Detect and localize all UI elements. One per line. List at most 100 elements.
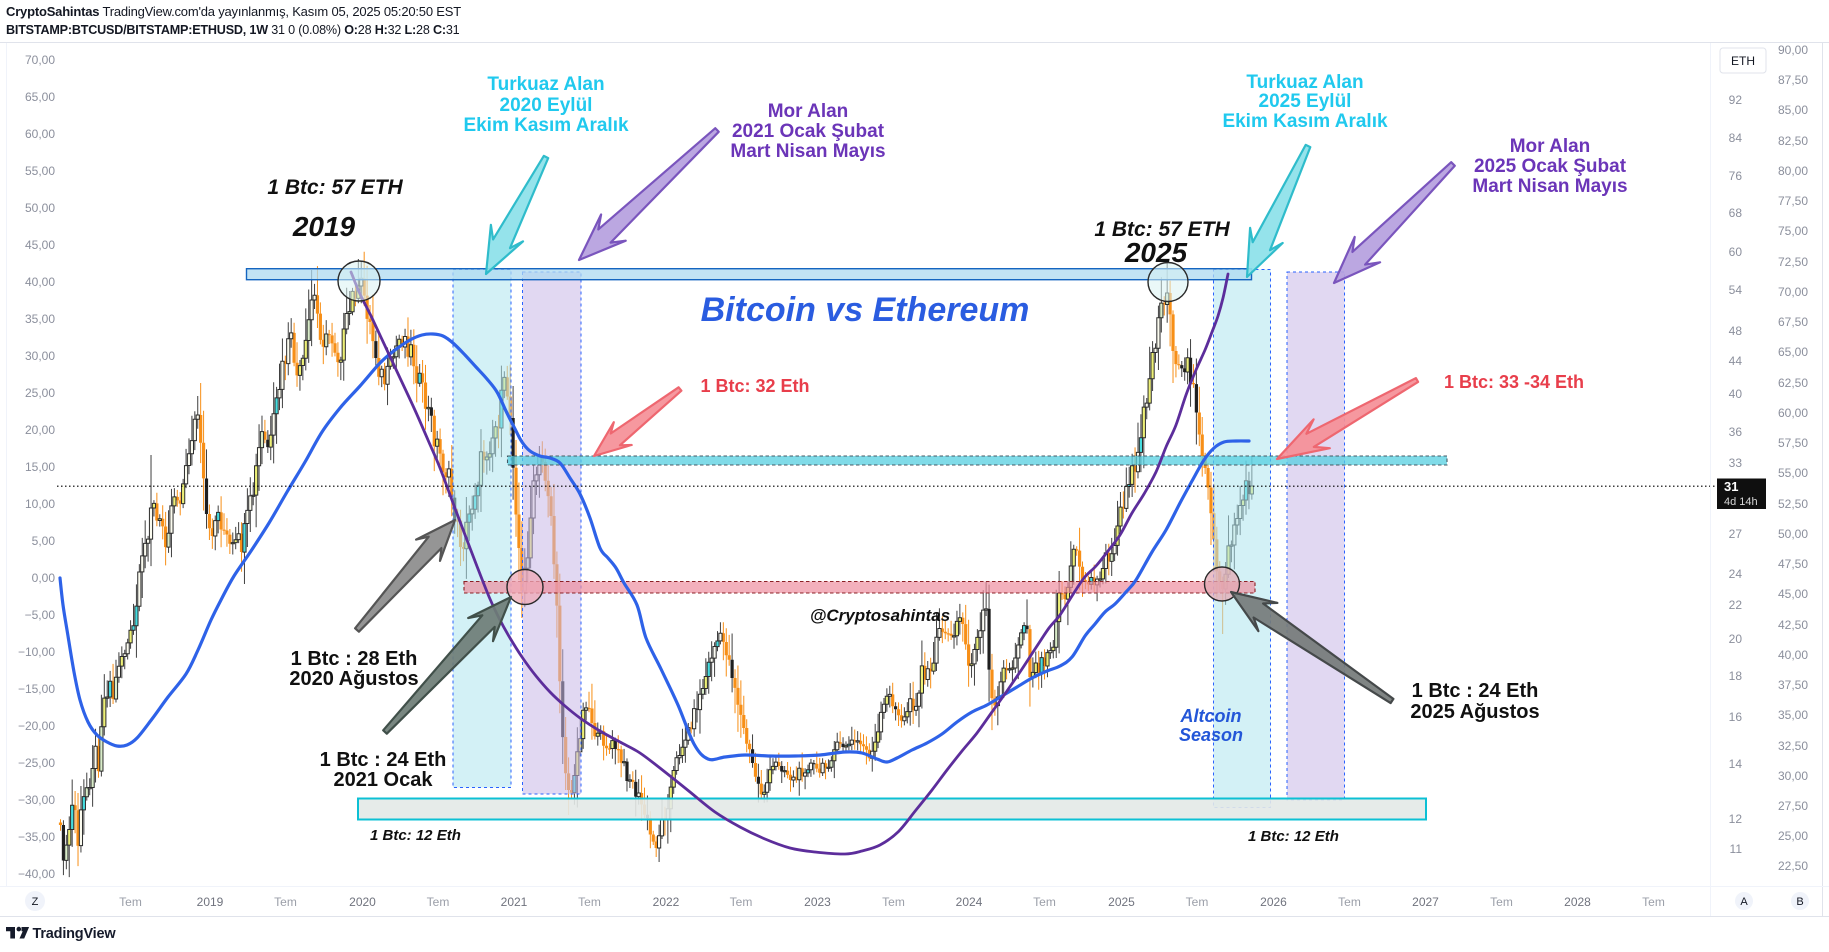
svg-text:22: 22 xyxy=(1729,598,1743,612)
svg-text:Z: Z xyxy=(32,896,39,908)
svg-text:45,00: 45,00 xyxy=(25,238,55,252)
svg-text:55,00: 55,00 xyxy=(1778,466,1808,480)
svg-text:5,00: 5,00 xyxy=(32,534,56,548)
svg-text:2025: 2025 xyxy=(1124,237,1188,268)
svg-text:2026: 2026 xyxy=(1260,895,1287,909)
svg-text:75,00: 75,00 xyxy=(1778,224,1808,238)
svg-text:0,00: 0,00 xyxy=(32,571,56,585)
svg-text:18: 18 xyxy=(1729,669,1743,683)
svg-text:44: 44 xyxy=(1729,354,1743,368)
svg-text:77,50: 77,50 xyxy=(1778,194,1808,208)
svg-text:2020: 2020 xyxy=(349,895,376,909)
svg-text:27,50: 27,50 xyxy=(1778,799,1808,813)
svg-text:Tem: Tem xyxy=(1338,895,1361,909)
svg-text:50,00: 50,00 xyxy=(25,201,55,215)
svg-text:12: 12 xyxy=(1729,812,1743,826)
svg-text:Tem: Tem xyxy=(119,895,142,909)
svg-text:16: 16 xyxy=(1729,710,1743,724)
svg-text:36: 36 xyxy=(1729,425,1743,439)
svg-text:40,00: 40,00 xyxy=(1778,648,1808,662)
svg-text:50,00: 50,00 xyxy=(1778,527,1808,541)
svg-text:65,00: 65,00 xyxy=(25,90,55,104)
svg-text:35,00: 35,00 xyxy=(25,312,55,326)
svg-text:1 Btc: 33 -34 Eth: 1 Btc: 33 -34 Eth xyxy=(1444,372,1584,392)
svg-text:1 Btc: 12 Eth: 1 Btc: 12 Eth xyxy=(370,827,461,844)
svg-text:TradingView: TradingView xyxy=(33,926,117,942)
svg-text:60: 60 xyxy=(1729,245,1743,259)
svg-text:70,00: 70,00 xyxy=(1778,285,1808,299)
svg-text:72,50: 72,50 xyxy=(1778,255,1808,269)
svg-text:55,00: 55,00 xyxy=(25,164,55,178)
svg-text:90,00: 90,00 xyxy=(1778,43,1808,57)
svg-text:−20,00: −20,00 xyxy=(18,719,55,733)
svg-text:40,00: 40,00 xyxy=(25,275,55,289)
svg-text:1 Btc: 57 ETH: 1 Btc: 57 ETH xyxy=(1094,218,1230,241)
svg-text:27: 27 xyxy=(1729,527,1743,541)
svg-text:Tem: Tem xyxy=(427,895,450,909)
svg-text:40: 40 xyxy=(1729,387,1743,401)
svg-text:25,00: 25,00 xyxy=(1778,829,1808,843)
svg-text:20: 20 xyxy=(1729,632,1743,646)
svg-text:Tem: Tem xyxy=(1186,895,1209,909)
svg-text:2022: 2022 xyxy=(653,895,680,909)
svg-text:@Cryptosahintas: @Cryptosahintas xyxy=(810,606,950,625)
svg-text:52,50: 52,50 xyxy=(1778,497,1808,511)
svg-text:14: 14 xyxy=(1729,757,1743,771)
svg-text:22,50: 22,50 xyxy=(1778,859,1808,873)
svg-text:1 Btc: 32 Eth: 1 Btc: 32 Eth xyxy=(700,376,809,396)
svg-text:70,00: 70,00 xyxy=(25,53,55,67)
svg-text:BITSTAMP:BTCUSD/BITSTAMP:ETHUS: BITSTAMP:BTCUSD/BITSTAMP:ETHUSD, 1W 31 0… xyxy=(6,23,460,37)
svg-text:Bitcoin vs Ethereum: Bitcoin vs Ethereum xyxy=(701,291,1030,329)
svg-text:CryptoSahintas TradingView.com: CryptoSahintas TradingView.com'da yayınl… xyxy=(6,4,461,19)
svg-text:30,00: 30,00 xyxy=(1778,769,1808,783)
svg-text:Tem: Tem xyxy=(274,895,297,909)
svg-text:62,50: 62,50 xyxy=(1778,376,1808,390)
svg-text:1 Btc: 12 Eth: 1 Btc: 12 Eth xyxy=(1248,828,1339,845)
svg-text:Tem: Tem xyxy=(578,895,601,909)
svg-text:2028: 2028 xyxy=(1564,895,1591,909)
svg-text:76: 76 xyxy=(1729,169,1743,183)
svg-text:1 Btc: 57 ETH: 1 Btc: 57 ETH xyxy=(267,176,403,199)
svg-text:48: 48 xyxy=(1729,324,1743,338)
svg-text:Tem: Tem xyxy=(1642,895,1665,909)
svg-text:2023: 2023 xyxy=(804,895,831,909)
svg-text:−15,00: −15,00 xyxy=(18,682,55,696)
svg-text:54: 54 xyxy=(1729,283,1743,297)
svg-text:11: 11 xyxy=(1730,842,1743,856)
svg-text:67,50: 67,50 xyxy=(1778,315,1808,329)
svg-text:30,00: 30,00 xyxy=(25,349,55,363)
svg-text:Tem: Tem xyxy=(882,895,905,909)
svg-text:−35,00: −35,00 xyxy=(18,830,55,844)
svg-text:2025: 2025 xyxy=(1108,895,1135,909)
svg-text:42,50: 42,50 xyxy=(1778,618,1808,632)
svg-text:32,50: 32,50 xyxy=(1778,739,1808,753)
svg-text:82,50: 82,50 xyxy=(1778,134,1808,148)
svg-text:92: 92 xyxy=(1729,93,1743,107)
svg-text:65,00: 65,00 xyxy=(1778,345,1808,359)
svg-text:35,00: 35,00 xyxy=(1778,708,1808,722)
svg-text:60,00: 60,00 xyxy=(1778,406,1808,420)
svg-text:2019: 2019 xyxy=(292,211,356,242)
svg-text:2019: 2019 xyxy=(197,895,224,909)
svg-text:60,00: 60,00 xyxy=(25,127,55,141)
svg-text:Tem: Tem xyxy=(730,895,753,909)
svg-text:−10,00: −10,00 xyxy=(18,645,55,659)
svg-text:33: 33 xyxy=(1729,456,1743,470)
svg-text:47,50: 47,50 xyxy=(1778,557,1808,571)
svg-text:85,00: 85,00 xyxy=(1778,103,1808,117)
svg-text:B: B xyxy=(1796,896,1803,908)
svg-text:15,00: 15,00 xyxy=(25,460,55,474)
svg-text:57,50: 57,50 xyxy=(1778,436,1808,450)
svg-text:−25,00: −25,00 xyxy=(18,756,55,770)
svg-text:ETH: ETH xyxy=(1731,54,1755,68)
svg-text:−40,00: −40,00 xyxy=(18,867,55,881)
svg-text:87,50: 87,50 xyxy=(1778,73,1808,87)
svg-text:45,00: 45,00 xyxy=(1778,587,1808,601)
svg-text:Tem: Tem xyxy=(1490,895,1513,909)
svg-text:68: 68 xyxy=(1729,206,1743,220)
